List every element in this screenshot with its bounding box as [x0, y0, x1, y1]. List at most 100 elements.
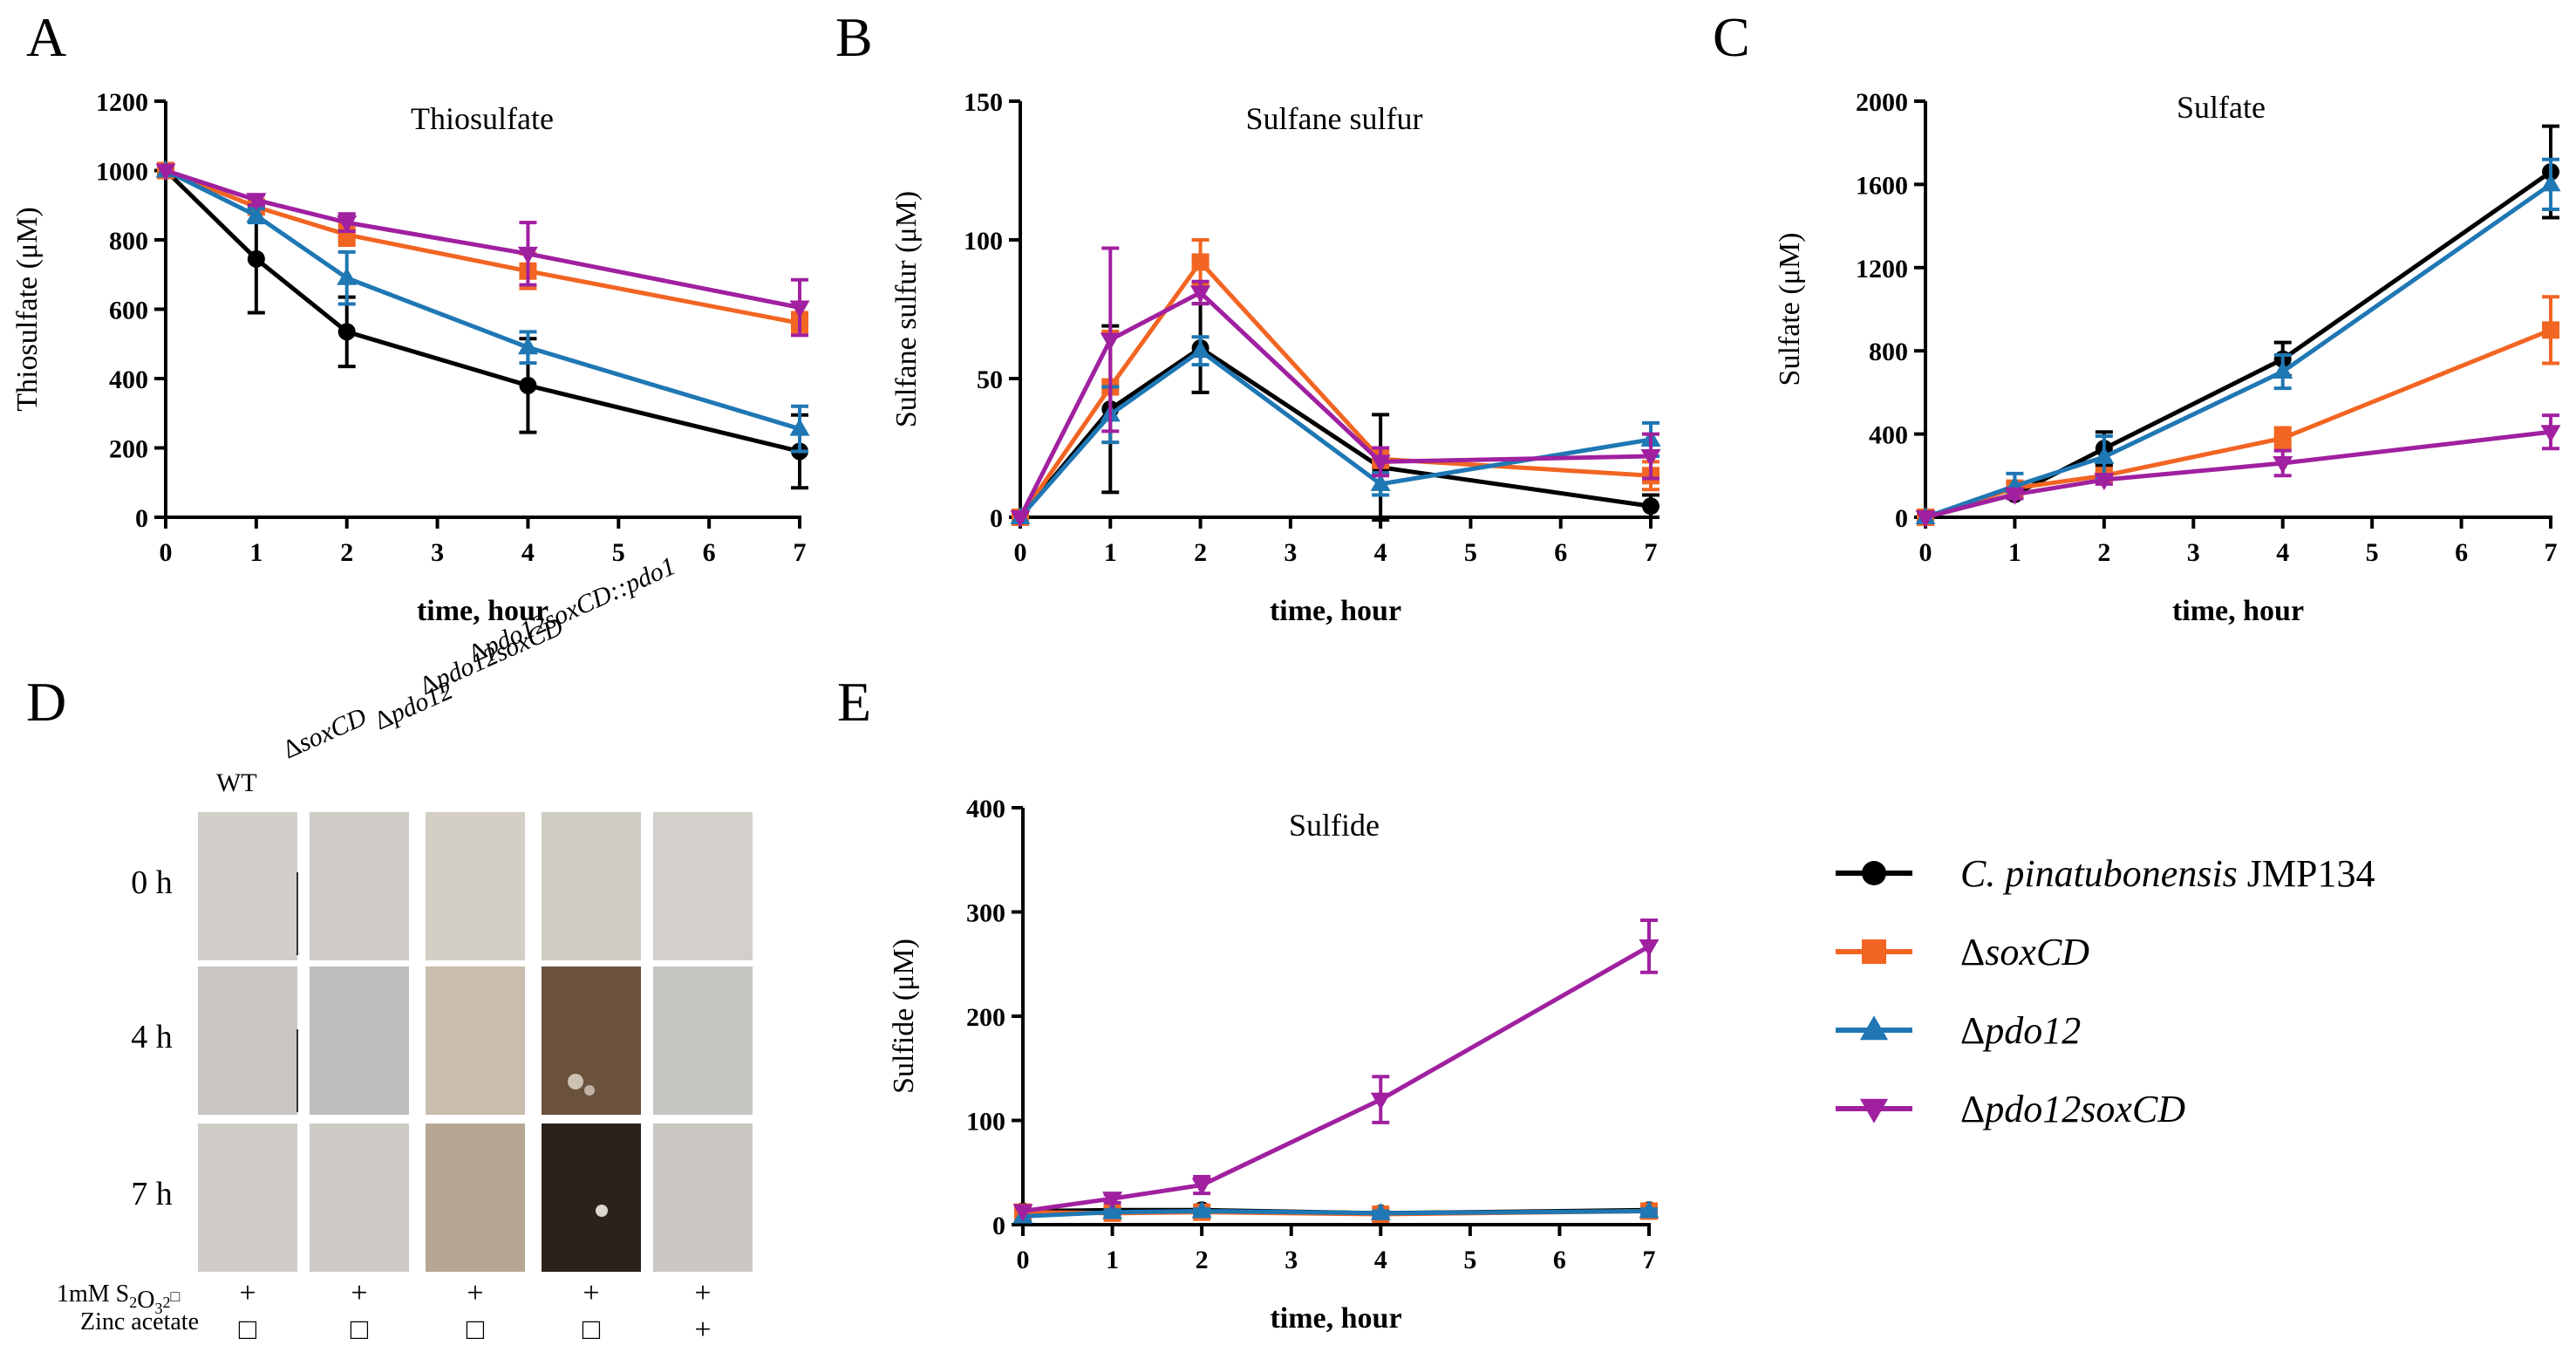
photo-tile — [198, 812, 297, 960]
x-axis-label: time, hour — [1270, 595, 1401, 627]
photo-speckle — [584, 1085, 595, 1096]
y-tick-label: 2000 — [1856, 88, 1908, 117]
x-tick-label: 1 — [249, 538, 262, 567]
x-tick-label: 5 — [2366, 538, 2379, 567]
y-axis-label: Sulfide (μM) — [888, 939, 920, 1094]
y-tick-label: 150 — [964, 88, 1003, 117]
y-tick-label: 0 — [992, 1212, 1005, 1240]
x-tick-label: 1 — [1106, 1246, 1119, 1274]
x-tick-label: 3 — [1285, 1246, 1298, 1274]
x-tick-label: 6 — [703, 538, 716, 567]
thiosulfate-sign: + — [351, 1277, 367, 1309]
y-tick-label: 0 — [1895, 504, 1908, 533]
x-tick-label: 4 — [521, 538, 535, 567]
x-tick-label: 6 — [2455, 538, 2468, 567]
y-tick-label: 400 — [109, 365, 148, 394]
y-tick-label: 200 — [109, 435, 148, 464]
data-point — [517, 337, 538, 355]
data-point — [2540, 174, 2561, 192]
y-tick-label: 1200 — [96, 88, 148, 117]
panel-letter-a: A — [26, 6, 66, 68]
y-tick-label: 100 — [966, 1108, 1005, 1137]
legend-marker — [1862, 861, 1886, 885]
x-axis-label: time, hour — [1270, 1302, 1401, 1335]
y-axis-label: Thiosulfate (μM) — [11, 207, 44, 411]
x-tick-label: 2 — [1196, 1246, 1209, 1274]
data-point — [2004, 487, 2025, 505]
data-point — [1370, 473, 1391, 491]
panel-letter-e: E — [837, 671, 871, 733]
x-tick-label: 3 — [431, 538, 444, 567]
data-point — [337, 323, 356, 341]
photo-tile — [426, 812, 525, 960]
chart-panel-c: C Sulfate 0 1 2 3 4 5 6 7 0 400 800 1200 1600 2000 time,… — [1713, 6, 2561, 627]
photo-tile — [426, 966, 525, 1115]
panel-letter-d: D — [26, 671, 66, 733]
x-tick-label: 4 — [1374, 1246, 1387, 1274]
x-tick-label: 7 — [794, 538, 807, 567]
legend-entry-label: ΔsoxCD — [1960, 931, 2089, 973]
data-point — [1370, 454, 1391, 473]
data-point — [155, 163, 176, 181]
y-tick-label: 1000 — [96, 158, 148, 187]
data-point — [337, 267, 358, 285]
data-point — [517, 246, 538, 264]
zinc-acetate-label: Zinc acetate — [80, 1308, 199, 1335]
y-axis-label: Sulfate (μM) — [1774, 233, 1806, 386]
thiosulfate-sign: + — [239, 1277, 256, 1309]
y-tick-label: 0 — [990, 504, 1003, 533]
y-tick-label: 400 — [1869, 421, 1908, 450]
data-point — [246, 193, 267, 211]
x-axis-label: time, hour — [417, 595, 549, 627]
legend-marker — [1859, 1098, 1889, 1123]
data-point — [1640, 449, 1661, 468]
data-point — [2094, 473, 2115, 491]
data-point — [337, 215, 358, 234]
x-tick-label: 6 — [1554, 538, 1567, 567]
x-tick-label: 0 — [1014, 538, 1027, 567]
series-line-3 — [1022, 944, 1651, 1213]
panel-letter-c: C — [1713, 6, 1750, 68]
data-point — [789, 418, 810, 436]
photo-speckle — [568, 1074, 583, 1089]
data-point — [1100, 332, 1121, 351]
time-row-label: 0 h — [131, 864, 173, 901]
data-point — [246, 205, 267, 223]
chart-title: Sulfide — [1289, 808, 1380, 843]
zinc-sign: □ — [351, 1314, 369, 1346]
legend: C. pinatubonensis JMP134 ΔsoxCD Δpdo12 Δpdo… — [1836, 852, 2375, 1130]
y-tick-label: 1200 — [1856, 255, 1908, 283]
photo-tile — [542, 812, 641, 960]
y-tick-label: 400 — [966, 795, 1005, 823]
x-tick-label: 1 — [2008, 538, 2021, 567]
x-tick-label: 7 — [1645, 538, 1658, 567]
x-axis-label: time, hour — [2172, 595, 2304, 627]
photo-tile — [310, 812, 409, 960]
thiosulfate-label: 1mM S2O32□ — [57, 1280, 180, 1317]
chart-title: Sulfate — [2177, 90, 2266, 125]
photo-tile — [310, 1123, 409, 1272]
thiosulfate-sign: + — [467, 1277, 483, 1309]
data-point — [1639, 939, 1659, 957]
x-tick-label: 7 — [2545, 538, 2558, 567]
data-point — [2273, 361, 2293, 379]
chart-panel-b: B Sulfane sulfur 0 1 2 3 4 5 6 7 0 50 100 150 time, ho… — [835, 6, 1661, 627]
zinc-sign: + — [694, 1314, 711, 1346]
data-point — [2273, 455, 2293, 474]
time-row-label: 4 h — [131, 1019, 173, 1055]
x-tick-label: 0 — [160, 538, 173, 567]
photo-tile — [198, 966, 297, 1115]
data-point — [1639, 1200, 1659, 1219]
y-tick-label: 800 — [109, 227, 148, 256]
y-tick-label: 600 — [109, 297, 148, 325]
y-tick-label: 300 — [966, 899, 1005, 928]
y-tick-label: 1600 — [1856, 171, 1908, 200]
x-tick-label: 3 — [2187, 538, 2200, 567]
thiosulfate-sign: + — [694, 1277, 711, 1309]
zinc-sign: □ — [239, 1314, 257, 1346]
series-line-3 — [165, 168, 801, 310]
data-point — [247, 249, 265, 268]
data-point — [1191, 1178, 1212, 1196]
